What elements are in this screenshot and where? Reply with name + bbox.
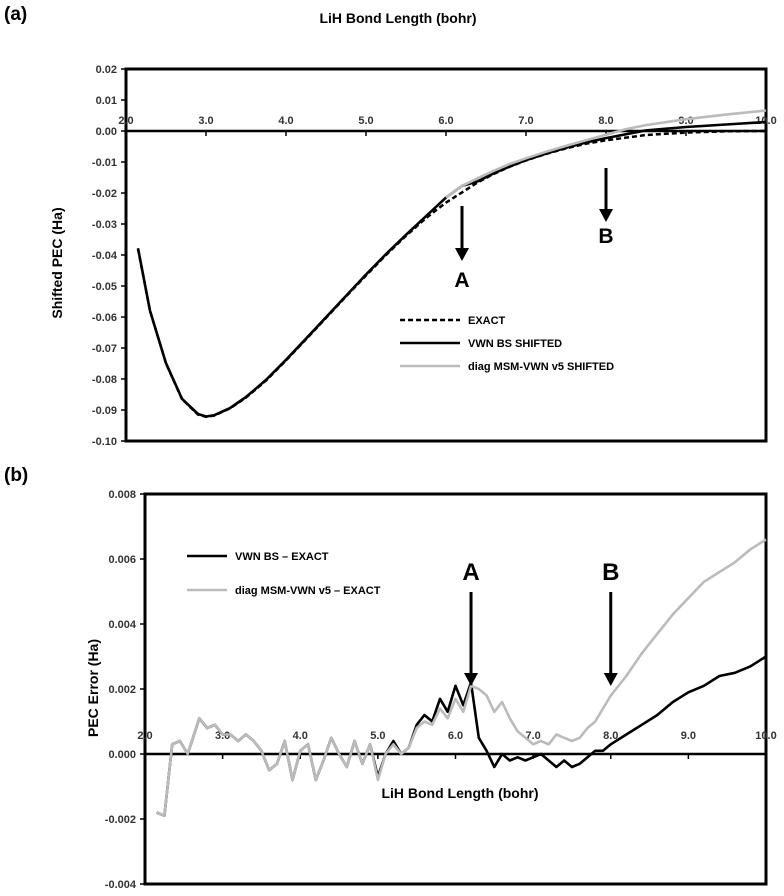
panel-a-y-tick-label: 0.02: [96, 64, 117, 76]
panel-a-label: (a): [4, 4, 27, 25]
panel-a-y-tick-label: -0.10: [92, 436, 117, 448]
panel-a-x-tick-label: 3.0: [198, 115, 213, 127]
panel-a-x-tick-label: 6.0: [438, 115, 453, 127]
panel-a-y-tick-label: -0.01: [92, 157, 117, 169]
panel-a-y-tick-label: -0.09: [92, 405, 117, 417]
panel-b-annotation-arrow-head: [603, 673, 618, 686]
panel-b-annotation-label: B: [602, 559, 619, 586]
panel-b-y-tick-label: 0.004: [108, 619, 136, 631]
panel-b-series-line-1: [156, 538, 767, 818]
panel-b-y-tick-label: -0.004: [105, 879, 137, 891]
panel-b-y-tick-label: 0.006: [108, 554, 136, 566]
panel-a-x-tick-label: 7.0: [518, 115, 533, 127]
panel-a-y-tick-label: -0.02: [92, 188, 117, 200]
panel-a-legend-label: diag MSM-VWN v5 SHIFTED: [468, 361, 614, 373]
panel-b-x-tick-label: 3.0: [215, 730, 230, 742]
panel-a-x-tick-label: 8.0: [598, 115, 613, 127]
panel-a-annotation-label: B: [598, 225, 613, 248]
panel-b-y-tick-label: 0.008: [108, 489, 136, 501]
panel-b-legend-label: diag MSM-VWN v5 – EXACT: [235, 585, 381, 597]
panel-a-x-tick-label: 5.0: [358, 115, 373, 127]
panel-b-y-tick-label: 0.002: [108, 684, 136, 696]
panel-b-x-tick-label: 10.0: [755, 730, 776, 742]
panel-b-x-axis-label: LiH Bond Length (bohr): [381, 785, 538, 801]
panel-a-annotation-arrow-head: [599, 209, 613, 222]
panel-a-series-line-2: [445, 109, 767, 199]
panel-b-y-tick-label: 0.000: [108, 749, 136, 761]
panel-a-series-line-1: [136, 120, 767, 418]
panel-b-x-tick-label: 4.0: [293, 730, 308, 742]
panel-a-x-tick-label: 4.0: [278, 115, 293, 127]
panel-a-y-tick-label: -0.05: [92, 281, 117, 293]
panel-a-y-tick-label: -0.06: [92, 312, 117, 324]
panel-b-x-tick-label: 5.0: [370, 730, 385, 742]
panel-a-x-axis-label: LiH Bond Length (bohr): [319, 10, 476, 26]
panel-b-x-tick-label: 9.0: [681, 730, 696, 742]
panel-a-annotation-label: A: [454, 269, 469, 292]
panel-b-legend-label: VWN BS – EXACT: [235, 551, 329, 563]
panel-a-x-tick-label: 2.0: [118, 115, 133, 127]
panel-a-legend-label: VWN BS SHIFTED: [468, 338, 562, 350]
panel-a-series-line-0: [136, 129, 767, 419]
panel-a-y-tick-label: -0.07: [92, 343, 117, 355]
panel-a-y-tick-label: -0.03: [92, 219, 117, 231]
panel-b-y-axis-label: PEC Error (Ha): [85, 639, 101, 737]
panel-b-label: (b): [4, 465, 28, 486]
panel-b-x-tick-label: 7.0: [525, 730, 540, 742]
panel-b-x-tick-label: 8.0: [603, 730, 618, 742]
panel-a-legend-label: EXACT: [468, 315, 506, 327]
panel-a-plot: 0.02 0.01 0.00 -0.01 -0.02 -0.03 -0.04 -0.05 -0.…: [92, 64, 777, 448]
panel-a-y-axis-label: Shifted PEC (Ha): [49, 207, 65, 318]
panel-b-plot: 0.008 0.006 0.004 0.002 0.000 -0.002 -0.004 2.0…: [105, 489, 777, 891]
panel-a-annotation-arrow-head: [455, 248, 469, 261]
panel-b-y-tick-label: -0.002: [105, 814, 136, 826]
panel-b-x-tick-label: 2.0: [137, 730, 152, 742]
panel-a-y-tick-label: 0.00: [96, 126, 117, 138]
panel-a-y-tick-label: 0.01: [96, 95, 117, 107]
panel-a-y-tick-label: -0.08: [92, 374, 117, 386]
panel-b-x-tick-label: 6.0: [448, 730, 463, 742]
panel-a-y-tick-label: -0.04: [92, 250, 118, 262]
panel-a-x-tick-label: 10.0: [755, 115, 776, 127]
panel-b-annotation-arrow-head: [464, 673, 479, 686]
panel-b-annotation-label: A: [462, 559, 479, 586]
